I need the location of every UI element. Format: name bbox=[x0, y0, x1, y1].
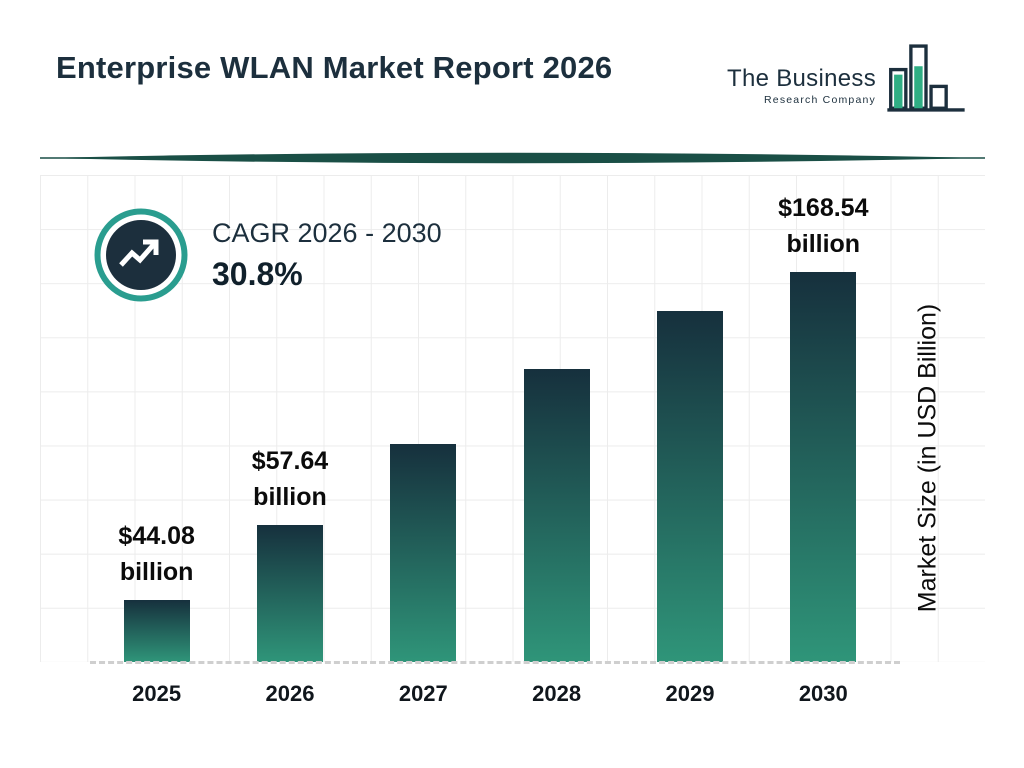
y-axis-label: Market Size (in USD Billion) bbox=[913, 303, 942, 613]
bar-slot bbox=[390, 444, 457, 662]
cagr-text: CAGR 2026 - 2030 30.8% bbox=[212, 218, 442, 293]
page-title: Enterprise WLAN Market Report 2026 bbox=[56, 50, 613, 85]
bar-value-amount: $44.08 bbox=[118, 521, 195, 550]
x-tick-label: 2030 bbox=[798, 681, 848, 706]
bar-2028 bbox=[523, 369, 590, 662]
company-logo: The Business Research Company bbox=[727, 42, 968, 114]
x-tick-label: 2027 bbox=[398, 681, 448, 706]
bar-value-amount: $57.64 bbox=[251, 446, 329, 475]
x-tick-label: 2028 bbox=[532, 681, 582, 706]
logo-text: The Business Research Company bbox=[727, 65, 876, 114]
bar-value-label: $168.54 billion bbox=[708, 190, 938, 263]
divider-ornament bbox=[40, 152, 985, 164]
logo-bar-chart-icon bbox=[887, 44, 965, 112]
logo-company-name: The Business bbox=[726, 65, 876, 92]
bar-slot bbox=[523, 369, 590, 662]
trending-up-icon bbox=[94, 208, 188, 302]
bar-slot: $44.08 billion bbox=[118, 522, 195, 662]
bar-2027 bbox=[390, 444, 457, 662]
x-axis-line bbox=[90, 661, 900, 664]
bar-2029 bbox=[656, 311, 723, 662]
bar-value-unit: billion bbox=[119, 557, 194, 586]
x-tick-label: 2025 bbox=[132, 681, 182, 706]
x-tick-label: 2029 bbox=[665, 681, 715, 706]
bar-2030 bbox=[790, 272, 857, 662]
bar-slot bbox=[656, 311, 723, 662]
bar-value-unit: billion bbox=[786, 229, 861, 258]
bar-2025 bbox=[123, 600, 190, 662]
bar-2026 bbox=[256, 525, 323, 662]
bar-slot: $57.64 billion bbox=[252, 447, 328, 662]
bar-slot: $168.54 billion bbox=[778, 194, 868, 662]
cagr-label: CAGR 2026 - 2030 bbox=[212, 217, 442, 248]
bar-chart: $44.08 billion $57.64 billion $168.54 billion bbox=[40, 175, 985, 664]
bar-value-label: $44.08 billion bbox=[42, 518, 272, 591]
x-axis-labels: 2025 2026 2027 2028 2029 2030 bbox=[90, 681, 890, 707]
cagr-value: 30.8% bbox=[212, 255, 303, 292]
bar-value-amount: $168.54 bbox=[778, 193, 869, 222]
bars-row: $44.08 billion $57.64 billion $168.54 billion bbox=[90, 175, 890, 662]
x-tick-label: 2026 bbox=[265, 681, 315, 706]
bar-value-unit: billion bbox=[253, 482, 327, 511]
logo-company-subtitle: Research Company bbox=[764, 94, 876, 106]
cagr-badge: CAGR 2026 - 2030 30.8% bbox=[94, 208, 442, 302]
bar-value-label: $57.64 billion bbox=[175, 443, 405, 516]
